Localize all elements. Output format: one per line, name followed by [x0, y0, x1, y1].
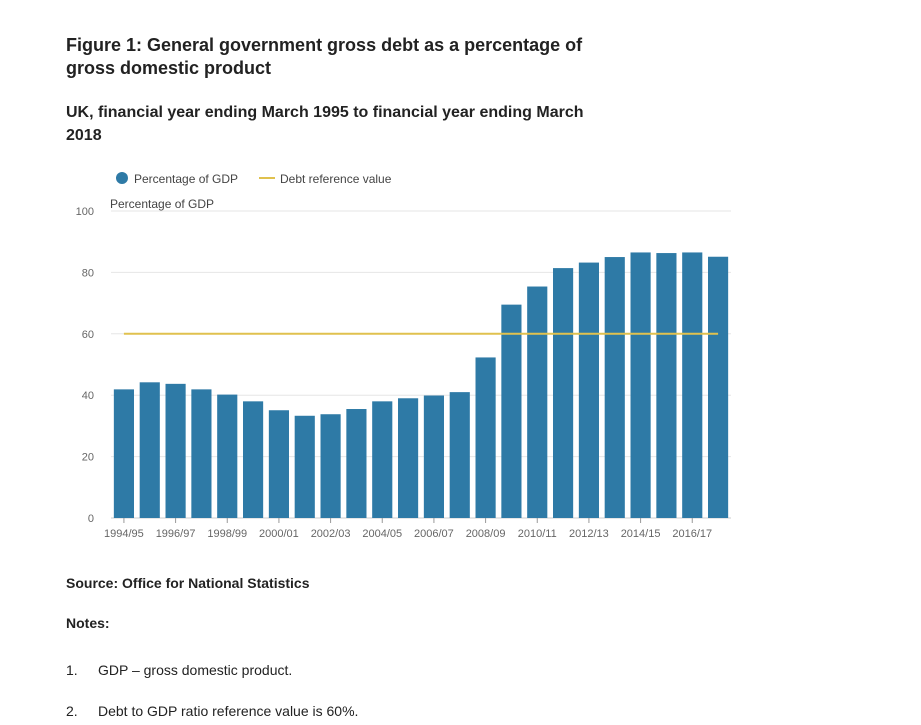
y-tick-label: 20 — [82, 452, 94, 464]
x-tick-label: 1998/99 — [207, 528, 247, 540]
bar — [217, 394, 238, 518]
bar — [423, 395, 444, 518]
bar — [527, 286, 548, 518]
y-tick-label: 60 — [82, 329, 94, 341]
bar — [604, 257, 625, 518]
x-tick-label: 2000/01 — [259, 528, 299, 540]
legend-label: Debt reference value — [280, 172, 392, 186]
bar — [294, 415, 315, 518]
bar — [449, 392, 470, 518]
x-tick-label: 2008/09 — [466, 528, 506, 540]
bar — [320, 414, 341, 518]
bar — [113, 389, 134, 518]
bar-chart: Percentage of GDP Debt reference value 0 20… — [76, 172, 731, 540]
legend-dot-icon — [116, 172, 128, 184]
chart-subtitle: UK, financial year ending March 1995 to … — [66, 104, 584, 144]
bar — [708, 256, 729, 518]
bar — [268, 410, 289, 518]
note-item: 1. GDP – gross domestic product. — [66, 662, 292, 678]
x-tick-label: 2012/13 — [569, 528, 609, 540]
x-tick-label: 1994/95 — [104, 528, 144, 540]
bar — [165, 383, 186, 518]
bar — [346, 409, 367, 518]
y-tick-label: 0 — [88, 513, 94, 525]
bar — [501, 304, 522, 518]
bar — [372, 401, 393, 518]
source-note: Source: Office for National Statistics — [66, 575, 310, 591]
note-number: 2. — [66, 703, 78, 719]
bar — [475, 357, 496, 518]
bar — [243, 401, 264, 518]
bar — [630, 252, 651, 518]
note-item: 2. Debt to GDP ratio reference value is 6… — [66, 703, 358, 719]
x-tick-label: 1996/97 — [156, 528, 196, 540]
y-axis-label: Percentage of GDP — [110, 197, 214, 211]
bar — [656, 253, 677, 518]
bar — [553, 268, 574, 518]
y-tick-label: 80 — [82, 267, 94, 279]
bar — [578, 262, 599, 518]
bar — [682, 252, 703, 518]
chart-title: Figure 1: General government gross debt … — [66, 35, 583, 78]
x-tick-label: 2016/17 — [672, 528, 712, 540]
note-number: 1. — [66, 662, 78, 678]
y-tick-label: 40 — [82, 390, 94, 402]
x-tick-label: 2006/07 — [414, 528, 454, 540]
x-tick-label: 2002/03 — [311, 528, 351, 540]
note-text: Debt to GDP ratio reference value is 60%… — [98, 703, 359, 719]
y-tick-label: 100 — [76, 206, 94, 218]
x-tick-label: 2004/05 — [362, 528, 402, 540]
note-text: GDP – gross domestic product. — [98, 662, 293, 678]
x-tick-label: 2014/15 — [621, 528, 661, 540]
bar — [139, 382, 160, 518]
bar — [191, 389, 212, 518]
bar — [398, 398, 419, 518]
notes-heading: Notes: — [66, 615, 110, 631]
x-tick-label: 2010/11 — [518, 528, 557, 540]
legend-label: Percentage of GDP — [134, 172, 238, 186]
